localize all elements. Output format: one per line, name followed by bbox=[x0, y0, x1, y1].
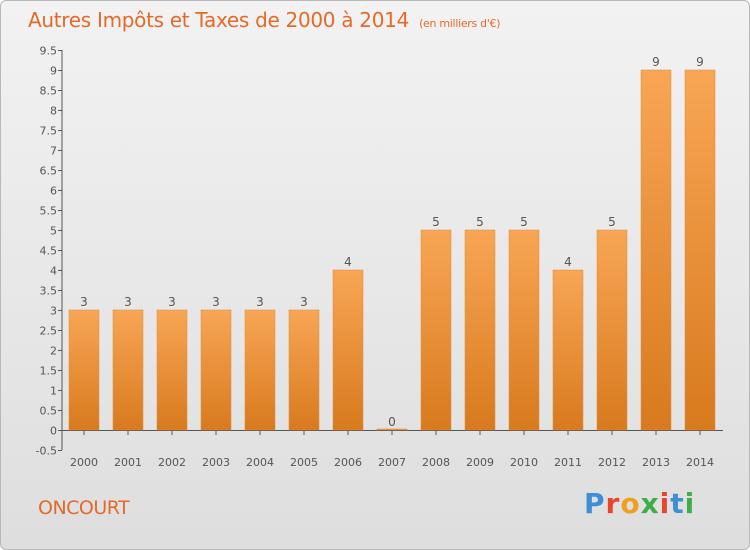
y-tick-label: 5.5 bbox=[40, 205, 58, 218]
y-tick-label: 5 bbox=[50, 225, 57, 238]
x-tick-label: 2000 bbox=[70, 456, 98, 469]
bar bbox=[640, 69, 672, 431]
logo-letter: P bbox=[584, 487, 606, 520]
data-label: 9 bbox=[696, 55, 704, 69]
data-label: 5 bbox=[432, 215, 440, 229]
logo-letter: t bbox=[670, 487, 685, 520]
y-tick-label: 0 bbox=[50, 425, 57, 438]
x-tick-label: 2003 bbox=[202, 456, 230, 469]
bar bbox=[464, 229, 496, 431]
axes: -0.5 0 0.5 1 1.5 2 2.5 3 3.5 4 4.5 5 5.5 6 6.5 7 7.5 8 8.5… bbox=[36, 45, 723, 469]
y-tick-label: 7.5 bbox=[40, 125, 58, 138]
x-tick-label: 2005 bbox=[290, 456, 318, 469]
x-tick-label: 2011 bbox=[554, 456, 582, 469]
y-tick-label: 8.5 bbox=[40, 85, 58, 98]
y-tick-label: 1 bbox=[50, 385, 57, 398]
bar bbox=[288, 309, 320, 431]
y-tick-label: 4.5 bbox=[40, 245, 58, 258]
bar bbox=[684, 69, 716, 431]
bar bbox=[112, 309, 144, 431]
data-label: 3 bbox=[256, 295, 264, 309]
x-tick-label: 2012 bbox=[598, 456, 626, 469]
data-label: 3 bbox=[168, 295, 176, 309]
data-label: 3 bbox=[124, 295, 132, 309]
data-label: 9 bbox=[652, 55, 660, 69]
bars bbox=[68, 69, 716, 431]
x-tick-label: 2013 bbox=[642, 456, 670, 469]
data-label: 5 bbox=[520, 215, 528, 229]
x-tick-label: 2009 bbox=[466, 456, 494, 469]
bar bbox=[244, 309, 276, 431]
y-tick-label: 2 bbox=[50, 345, 57, 358]
data-label: 3 bbox=[212, 295, 220, 309]
logo-letter: i bbox=[684, 487, 696, 520]
x-tick-label: 2010 bbox=[510, 456, 538, 469]
y-tick-label: -0.5 bbox=[36, 445, 57, 458]
logo-letter: o bbox=[620, 487, 641, 520]
y-tick-label: 9.5 bbox=[40, 45, 58, 58]
y-tick-label: 4 bbox=[50, 265, 57, 278]
x-tick-label: 2006 bbox=[334, 456, 362, 469]
logo-letter: r bbox=[605, 487, 621, 520]
y-tick-label: 8 bbox=[50, 105, 57, 118]
y-tick-label: 6.5 bbox=[40, 165, 58, 178]
bar bbox=[200, 309, 232, 431]
data-label: 5 bbox=[476, 215, 484, 229]
commune-name: ONCOURT bbox=[38, 497, 130, 519]
bar bbox=[508, 229, 540, 431]
data-labels: 3 3 3 3 3 3 4 0 5 5 5 4 5 9 9 bbox=[80, 55, 704, 429]
bar bbox=[596, 229, 628, 431]
chart-title: Autres Impôts et Taxes de 2000 à 2014 (e… bbox=[28, 8, 501, 32]
data-label: 4 bbox=[344, 255, 352, 269]
y-tick-label: 9 bbox=[50, 65, 57, 78]
x-tick-label: 2002 bbox=[158, 456, 186, 469]
y-tick-label: 1.5 bbox=[40, 365, 58, 378]
bar bbox=[420, 229, 452, 431]
x-tick-label: 2014 bbox=[686, 456, 714, 469]
bar bbox=[552, 269, 584, 431]
logo-letter: i bbox=[659, 487, 671, 520]
x-tick-label: 2001 bbox=[114, 456, 142, 469]
x-tick-label: 2007 bbox=[378, 456, 406, 469]
y-tick-label: 7 bbox=[50, 145, 57, 158]
title-text: Autres Impôts et Taxes de 2000 à 2014 bbox=[28, 8, 409, 32]
data-label: 3 bbox=[300, 295, 308, 309]
x-tick-label: 2004 bbox=[246, 456, 274, 469]
bar bbox=[68, 309, 100, 431]
data-label: 3 bbox=[80, 295, 88, 309]
y-tick-label: 2.5 bbox=[40, 325, 58, 338]
bar bbox=[376, 428, 408, 431]
logo-letter: x bbox=[640, 487, 660, 520]
y-tick-label: 3 bbox=[50, 305, 57, 318]
chart-subtitle: (en milliers d'€) bbox=[419, 17, 501, 30]
y-tick-label: 3.5 bbox=[40, 285, 58, 298]
bar bbox=[332, 269, 364, 431]
proxiti-logo: Proxiti bbox=[584, 487, 695, 520]
bar bbox=[156, 309, 188, 431]
data-label: 0 bbox=[388, 415, 396, 429]
y-tick-label: 0.5 bbox=[40, 405, 58, 418]
y-tick-label: 6 bbox=[50, 185, 57, 198]
x-tick-label: 2008 bbox=[422, 456, 450, 469]
data-label: 5 bbox=[608, 215, 616, 229]
data-label: 4 bbox=[564, 255, 572, 269]
